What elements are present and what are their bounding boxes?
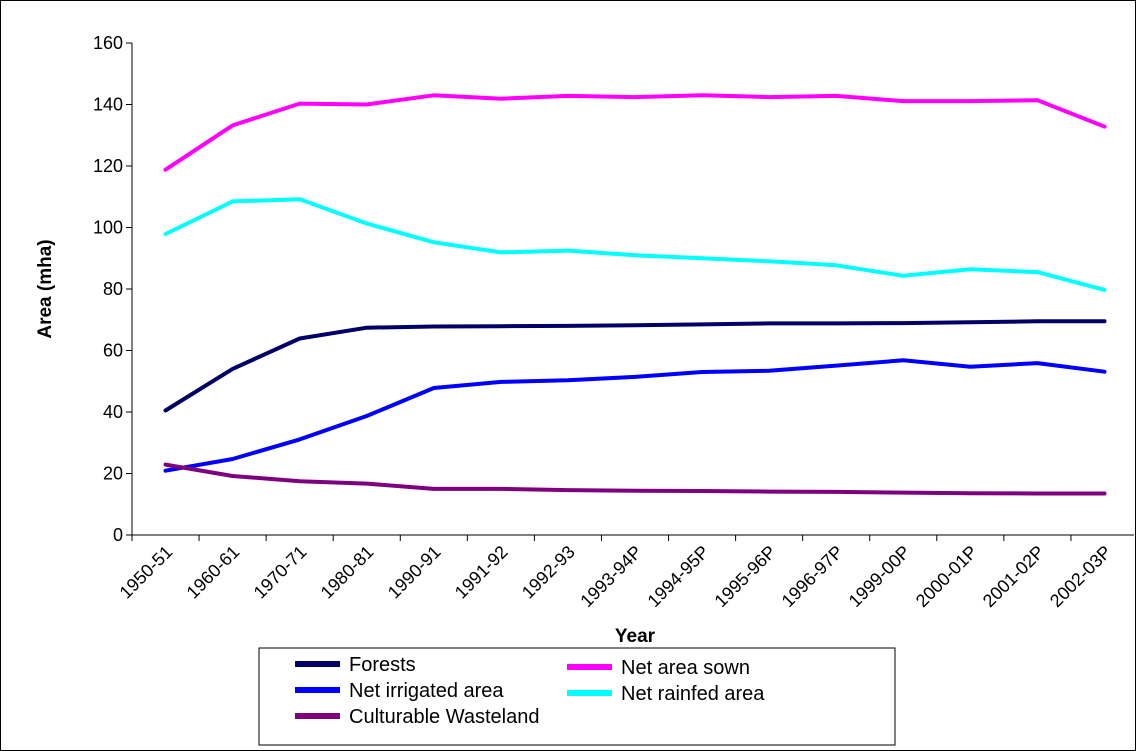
y-tick-label: 120 bbox=[93, 156, 123, 176]
series-line-0 bbox=[163, 319, 1107, 413]
y-tick-label: 60 bbox=[103, 341, 123, 361]
y-tick-label: 80 bbox=[103, 279, 123, 299]
x-tick-label: 1999-00P bbox=[845, 542, 914, 611]
series-lines bbox=[163, 93, 1107, 496]
legend-label: Net area sown bbox=[621, 657, 750, 679]
x-tick-label: 1992-93 bbox=[518, 542, 579, 603]
series-line-3 bbox=[163, 93, 1107, 172]
x-axis-title: Year bbox=[615, 626, 656, 647]
x-tick-label: 1950-51 bbox=[116, 542, 177, 603]
x-tick-label: 2000-01P bbox=[912, 542, 981, 611]
x-tick-label: 1995-96P bbox=[711, 542, 780, 611]
x-tick-label: 2001-02P bbox=[979, 542, 1048, 611]
legend-label: Net rainfed area bbox=[621, 683, 765, 705]
x-tick-label: 1994-95P bbox=[644, 542, 713, 611]
x-tick-label: 1996-97P bbox=[778, 542, 847, 611]
y-axis-title: Area (mha) bbox=[35, 239, 56, 338]
legend-label: Net irrigated area bbox=[349, 680, 504, 702]
x-tick-label: 1970-71 bbox=[250, 542, 311, 603]
y-tick-label: 140 bbox=[93, 95, 123, 115]
y-tick-label: 20 bbox=[103, 464, 123, 484]
series-line-4 bbox=[163, 197, 1107, 292]
series-line-1 bbox=[163, 358, 1107, 473]
x-tick-label: 2002-03P bbox=[1046, 542, 1115, 611]
legend-label: Culturable Wasteland bbox=[349, 706, 539, 728]
y-tick-label: 100 bbox=[93, 218, 123, 238]
series-line-2 bbox=[163, 462, 1107, 496]
x-tick-label: 1993-94P bbox=[576, 542, 645, 611]
x-tick-label: 1990-91 bbox=[384, 542, 445, 603]
x-tick-label: 1991-92 bbox=[451, 542, 512, 603]
y-tick-label: 0 bbox=[113, 525, 123, 545]
x-tick-label: 1980-81 bbox=[317, 542, 378, 603]
legend: Forests Net irrigated area Culturable Wast… bbox=[258, 647, 896, 746]
legend-label: Forests bbox=[349, 654, 416, 676]
y-tick-label: 160 bbox=[93, 33, 123, 53]
y-tick-label: 40 bbox=[103, 402, 123, 422]
x-tick-label: 1960-61 bbox=[183, 542, 244, 603]
